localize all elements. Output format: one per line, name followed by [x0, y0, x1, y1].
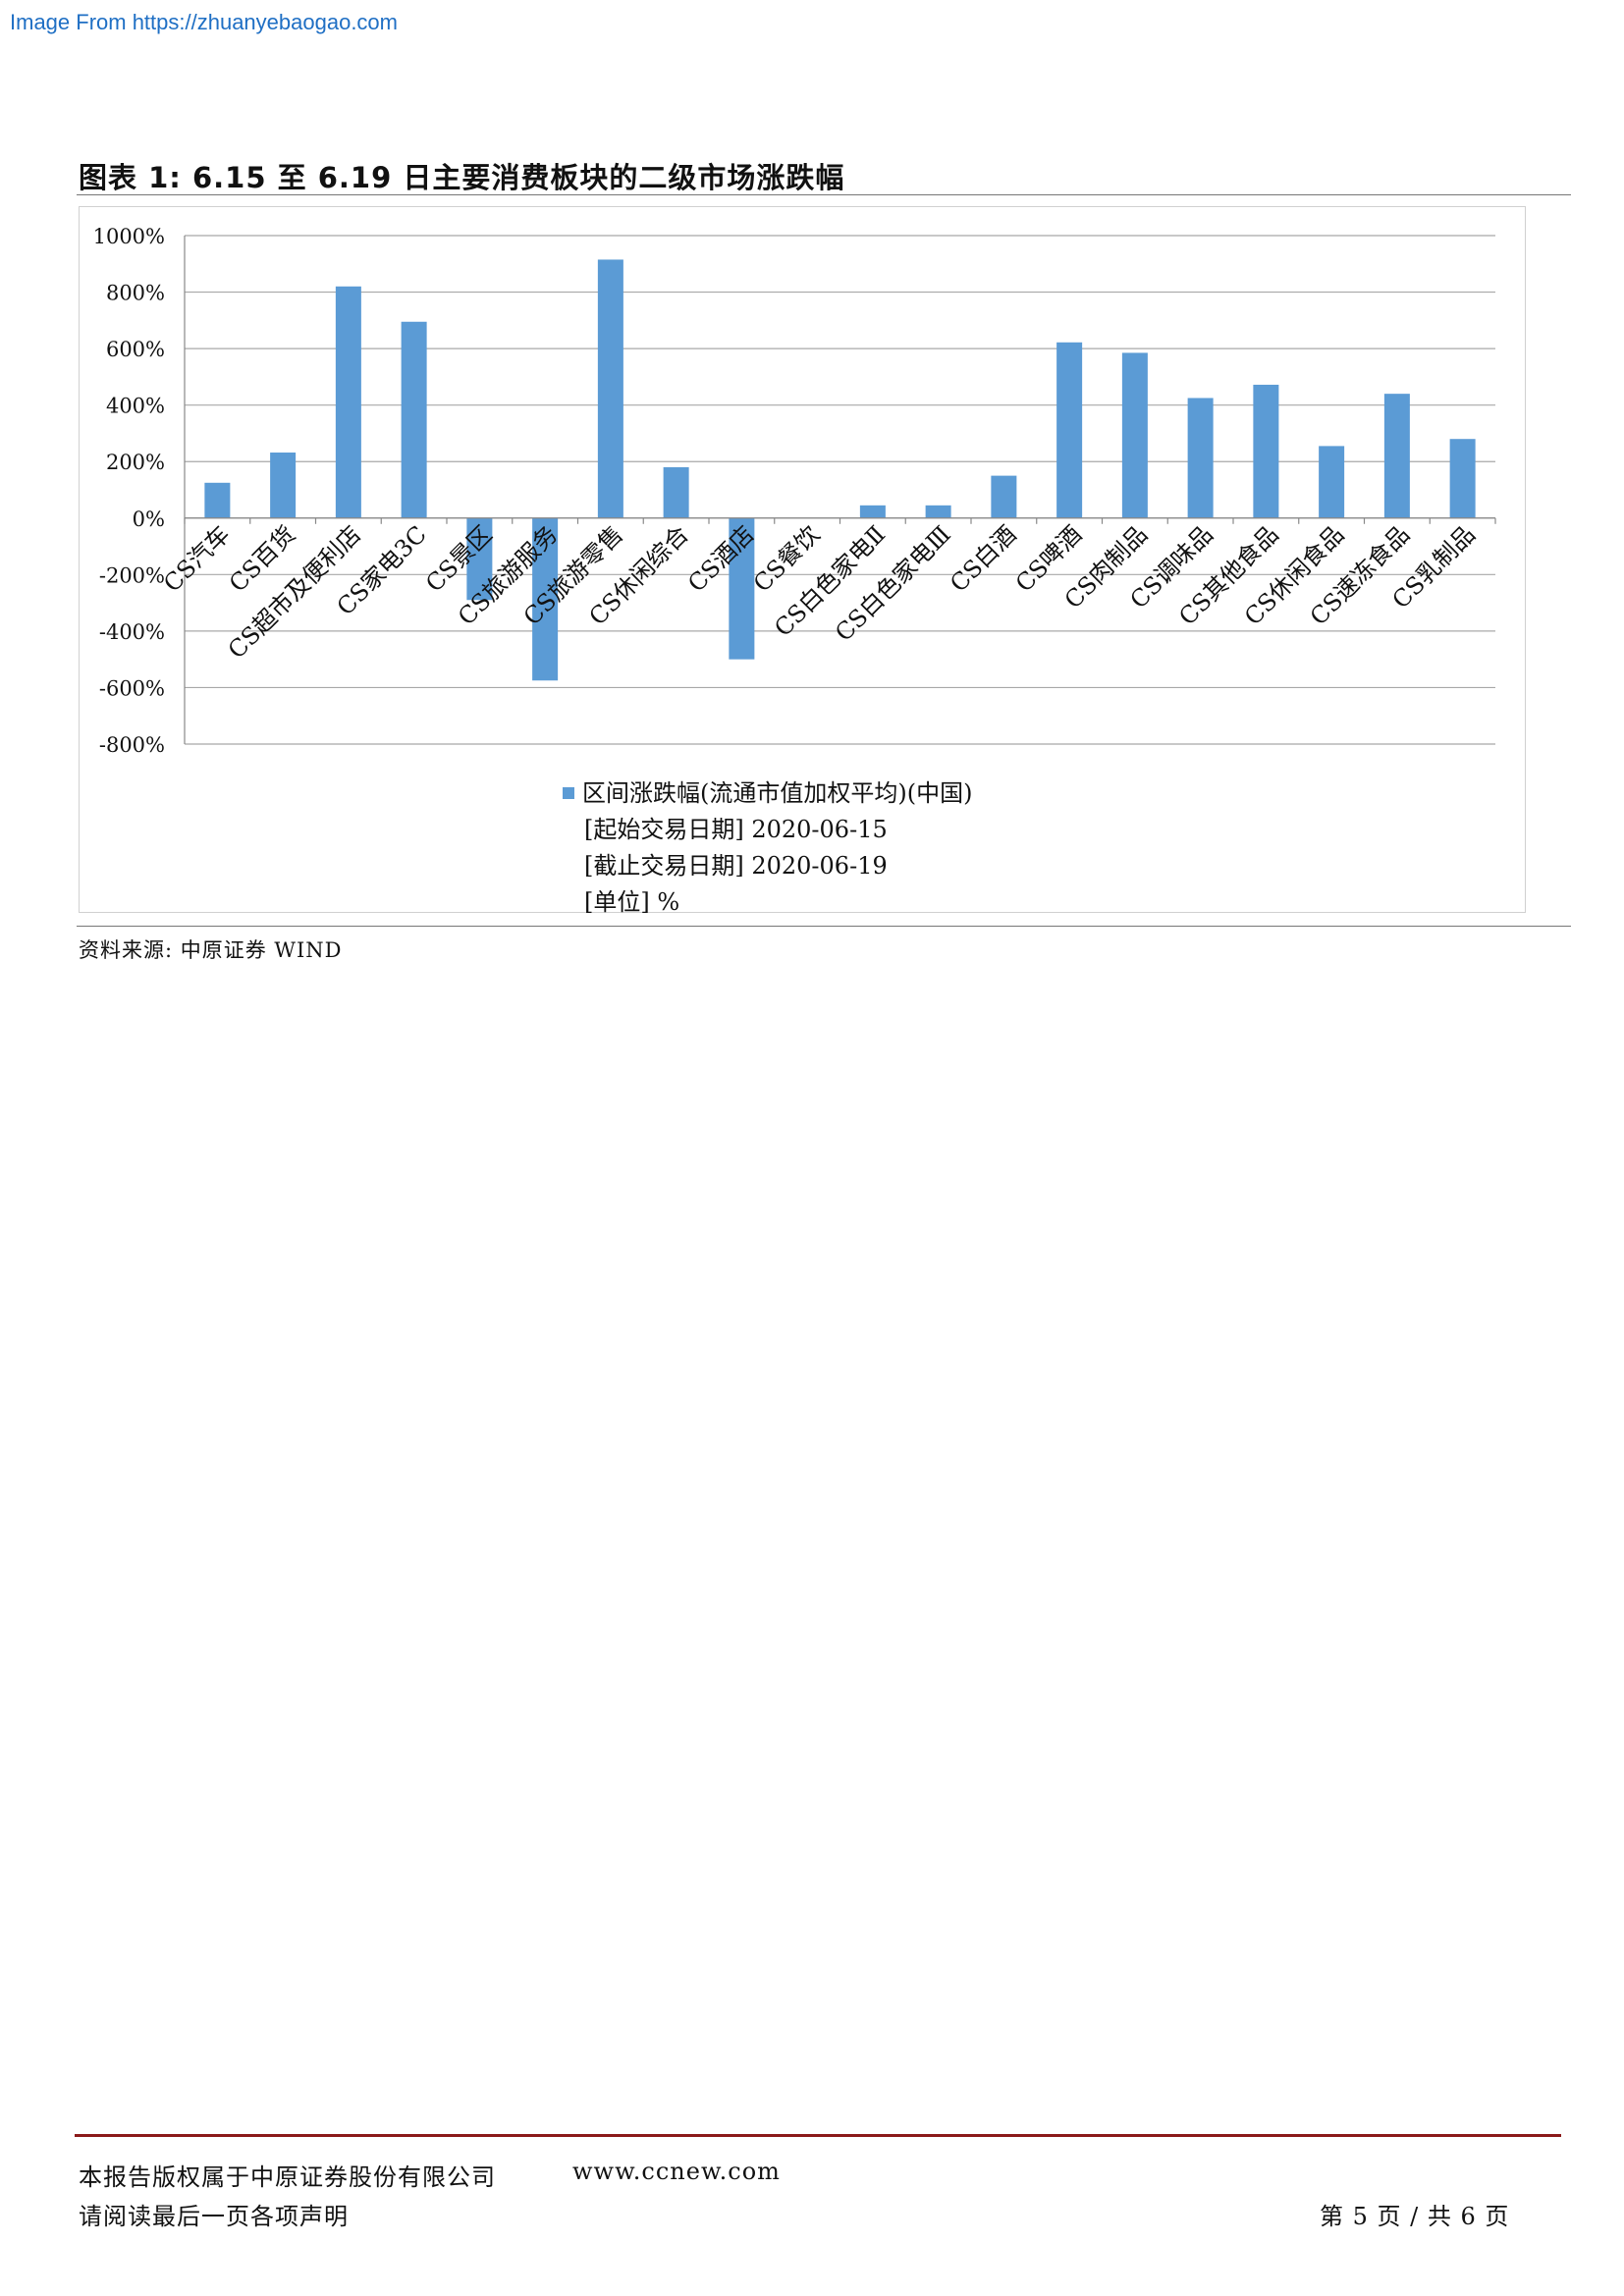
- y-tick-label: -200%: [99, 563, 165, 587]
- bar: [1056, 342, 1083, 518]
- footer-copyright: 本报告版权属于中原证券股份有限公司: [79, 2163, 496, 2191]
- footer-page-number: 第 5 页 / 共 6 页: [1320, 2203, 1510, 2230]
- title-divider: [77, 194, 1571, 195]
- bar: [859, 505, 886, 518]
- figure-title: 图表 1: 6.15 至 6.19 日主要消费板块的二级市场涨跌幅: [79, 161, 845, 194]
- y-tick-label: 200%: [106, 451, 165, 474]
- y-tick-label: 600%: [106, 338, 165, 361]
- bar: [335, 286, 361, 518]
- data-source-note: 资料来源: 中原证券 WIND: [79, 938, 343, 962]
- bar: [1187, 398, 1214, 518]
- legend-series-name: 区间涨跌幅(流通市值加权平均)(中国): [582, 779, 973, 807]
- bar: [597, 259, 623, 518]
- footer-divider: [75, 2134, 1561, 2137]
- bar: [270, 453, 297, 518]
- bar: [729, 517, 755, 660]
- bar: [1319, 446, 1345, 518]
- chart-frame: [79, 206, 1526, 913]
- chart-bottom-divider: [77, 926, 1571, 927]
- x-category-label: CS白色家电Ⅲ: [830, 520, 956, 647]
- bar: [1121, 352, 1148, 518]
- legend-series-entry: 区间涨跌幅(流通市值加权平均)(中国): [563, 775, 972, 812]
- x-category-label: CS白酒: [945, 520, 1021, 597]
- legend-swatch: [563, 786, 574, 799]
- bar: [663, 466, 689, 518]
- x-category-label: CS汽车: [158, 520, 235, 597]
- bar: [991, 475, 1017, 518]
- legend-start-date: [起始交易日期] 2020-06-15: [584, 816, 888, 843]
- bar: [401, 321, 427, 518]
- y-tick-label: -800%: [99, 733, 165, 757]
- bar: [1449, 439, 1476, 518]
- footer-website[interactable]: www.ccnew.com: [572, 2158, 781, 2185]
- legend-end-date: [截止交易日期] 2020-06-19: [584, 852, 888, 880]
- y-tick-label: 1000%: [93, 225, 165, 248]
- footer-disclaimer: 请阅读最后一页各项声明: [79, 2203, 349, 2230]
- bar: [466, 517, 493, 601]
- y-tick-label: 400%: [106, 395, 165, 418]
- chart-legend: 区间涨跌幅(流通市值加权平均)(中国) [起始交易日期] 2020-06-15 …: [563, 775, 972, 921]
- bar: [925, 505, 951, 518]
- bar: [204, 482, 231, 518]
- bar: [1253, 384, 1279, 518]
- source-watermark[interactable]: Image From https://zhuanyebaogao.com: [10, 10, 398, 34]
- bar: [532, 517, 559, 681]
- y-tick-label: 800%: [106, 282, 165, 305]
- bar-chart: -800% -600% -400% -200% 0% 200% 400% 600% 800% 10…: [93, 225, 1496, 757]
- bar: [1383, 394, 1410, 518]
- y-tick-label: -600%: [99, 676, 165, 700]
- legend-unit: [单位] %: [584, 888, 680, 916]
- y-tick-label: -400%: [99, 620, 165, 644]
- y-tick-label: 0%: [133, 507, 165, 531]
